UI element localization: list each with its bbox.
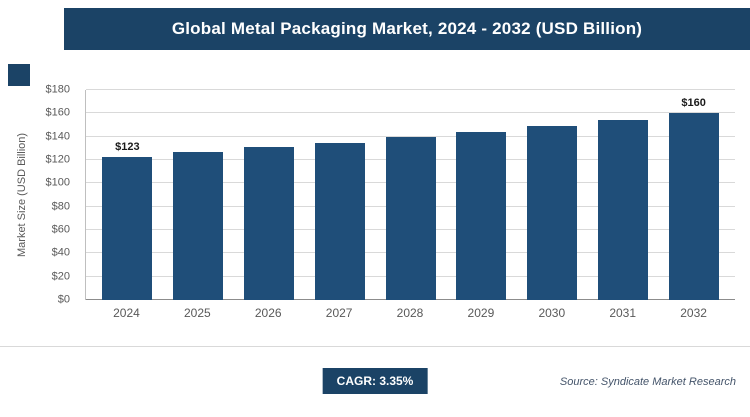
x-tick-label: 2026 bbox=[254, 306, 282, 320]
y-tick-label: $140 bbox=[45, 130, 70, 143]
bar-2025 bbox=[173, 151, 224, 300]
y-tick-label: $0 bbox=[57, 293, 70, 306]
bar-slot bbox=[517, 90, 588, 300]
x-axis-labels: 2024 2025 2026 2027 2028 2029 2030 2031 2032 bbox=[85, 306, 735, 320]
y-tick-label: $20 bbox=[51, 270, 70, 283]
gridline bbox=[86, 89, 735, 90]
bar-slot: $160 bbox=[658, 90, 729, 300]
bar-slot bbox=[234, 90, 305, 300]
bar-slot bbox=[375, 90, 446, 300]
y-tick-label: $160 bbox=[45, 106, 70, 119]
x-tick-label: 2028 bbox=[396, 306, 424, 320]
bar-slot: $123 bbox=[92, 90, 163, 300]
bar-2031 bbox=[597, 120, 648, 300]
accent-square bbox=[8, 64, 30, 86]
bar-slot bbox=[304, 90, 375, 300]
gridline bbox=[86, 112, 735, 114]
footer-divider bbox=[0, 346, 750, 347]
x-tick-label: 2031 bbox=[609, 306, 637, 320]
cagr-badge: CAGR: 3.35% bbox=[322, 368, 428, 394]
bar-2032 bbox=[668, 113, 719, 300]
bar-slot bbox=[163, 90, 234, 300]
x-tick-label: 2027 bbox=[325, 306, 353, 320]
y-tick-label: $60 bbox=[51, 223, 70, 236]
bar-2026 bbox=[243, 147, 294, 300]
y-tick-label: $100 bbox=[45, 176, 70, 189]
y-tick-label: $40 bbox=[51, 246, 70, 259]
x-tick-label: 2030 bbox=[538, 306, 566, 320]
y-tick-label: $120 bbox=[45, 153, 70, 166]
x-tick-label: 2025 bbox=[183, 306, 211, 320]
bar-2027 bbox=[314, 142, 365, 300]
bar-value-label: $160 bbox=[681, 97, 706, 110]
bars-container: $123 $160 bbox=[86, 90, 735, 300]
chart-title-band: Global Metal Packaging Market, 2024 - 20… bbox=[64, 8, 750, 50]
chart-title: Global Metal Packaging Market, 2024 - 20… bbox=[171, 19, 643, 38]
bar-2028 bbox=[385, 136, 436, 300]
bar-chart: Market Size (USD Billion) $0 $20 $40 $60 $80… bbox=[0, 62, 750, 342]
y-tick-label: $180 bbox=[45, 83, 70, 96]
gridline bbox=[86, 135, 735, 137]
bar-slot bbox=[446, 90, 517, 300]
bar-2029 bbox=[456, 132, 507, 300]
x-tick-label: 2032 bbox=[680, 306, 707, 320]
y-axis-ticks: $0 $20 $40 $60 $80 $100 $120 $140 $160 $180 bbox=[0, 84, 80, 305]
x-tick-label: 2024 bbox=[113, 306, 140, 320]
bar-value-label: $123 bbox=[115, 140, 140, 153]
bar-2030 bbox=[527, 126, 578, 300]
bar-2024 bbox=[102, 156, 153, 300]
y-tick-label: $80 bbox=[51, 200, 70, 213]
x-tick-label: 2029 bbox=[467, 306, 495, 320]
bar-slot bbox=[587, 90, 658, 300]
plot-area: $123 $160 bbox=[85, 89, 735, 300]
source-text: Source: Syndicate Market Research bbox=[559, 376, 736, 388]
